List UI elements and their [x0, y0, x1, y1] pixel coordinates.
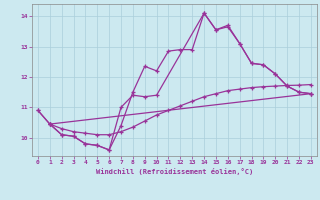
X-axis label: Windchill (Refroidissement éolien,°C): Windchill (Refroidissement éolien,°C) — [96, 168, 253, 175]
